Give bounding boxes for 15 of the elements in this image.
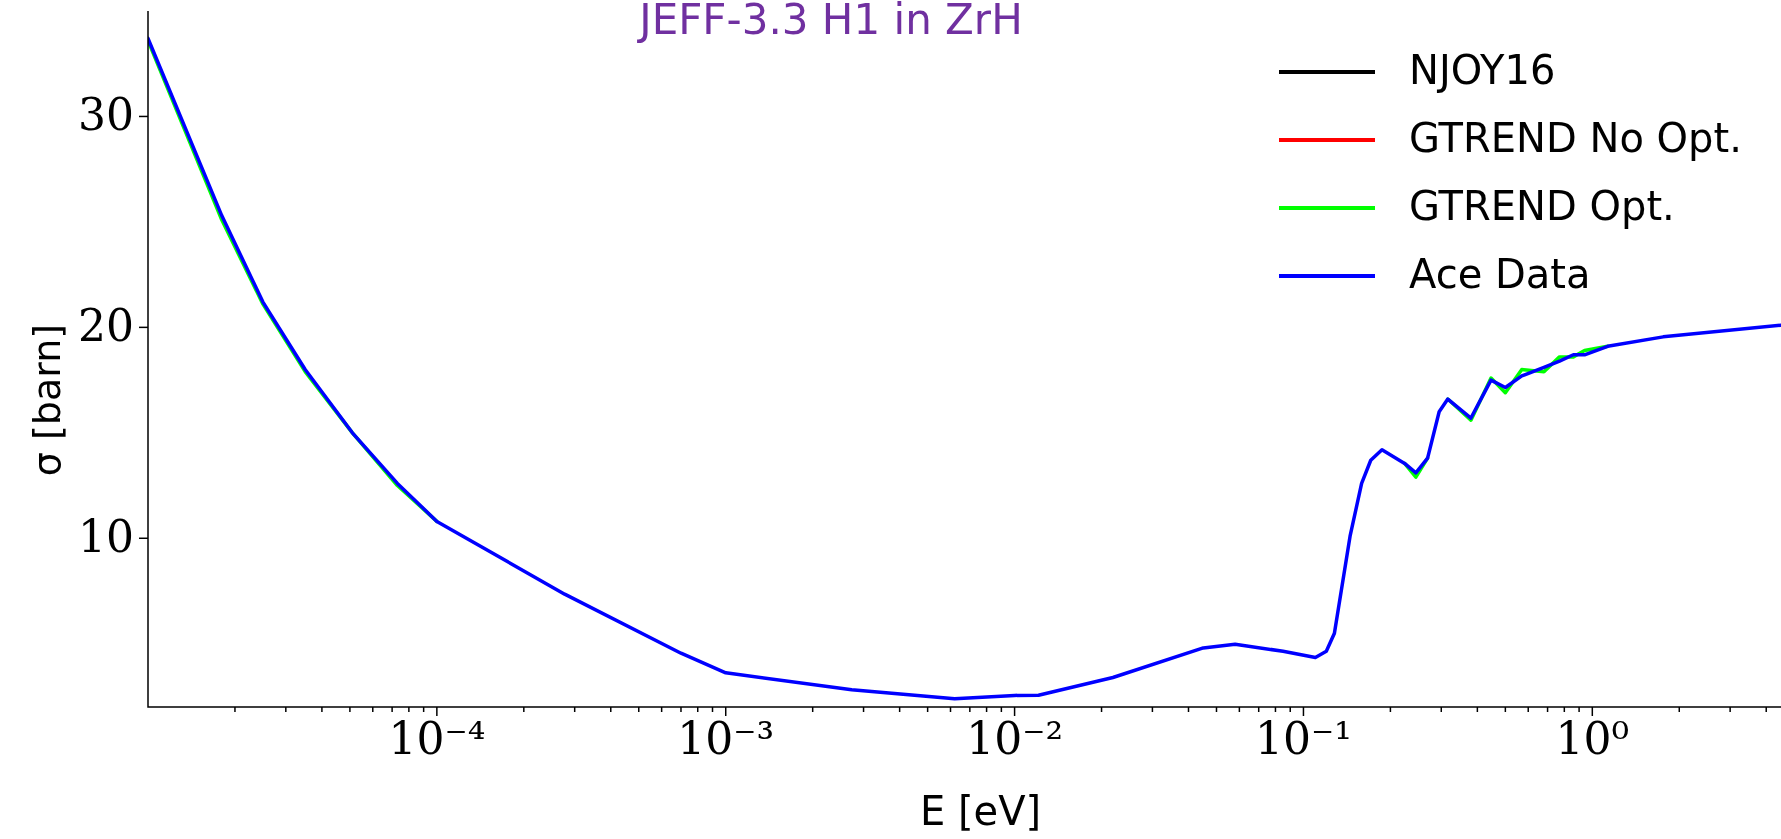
y-tick-label: 10 [78,510,134,562]
x-tick-label: 10⁻² [966,713,1064,765]
y-axis-title: σ [barn] [24,323,69,477]
x-tick-label: 10⁻¹ [1255,713,1352,765]
y-tick-label: 30 [78,88,134,140]
x-axis-title: E [eV] [920,788,1042,835]
x-tick-label: 10⁻⁴ [388,713,486,765]
legend-label: Ace Data [1409,251,1591,298]
chart-title: JEFF-3.3 H1 in ZrH [636,0,1023,44]
legend-label: NJOY16 [1409,47,1556,94]
legend-label: GTREND Opt. [1409,183,1675,230]
legend-label: GTREND No Opt. [1409,115,1742,162]
x-tick-label: 10⁻³ [677,713,775,765]
x-tick-label: 10⁰ [1555,713,1630,765]
y-tick-label: 20 [78,299,134,351]
